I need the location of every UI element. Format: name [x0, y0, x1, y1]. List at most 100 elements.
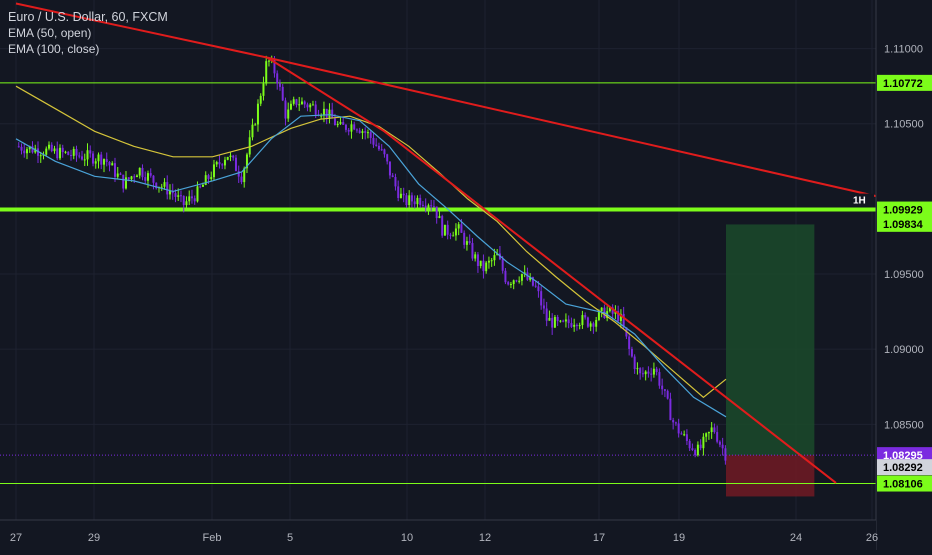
candle-bull [399, 193, 402, 198]
candle-bull [223, 159, 226, 166]
candle-bull [287, 109, 290, 119]
candle-bear [386, 154, 389, 162]
candle-bear [647, 371, 650, 374]
candle-bull [251, 124, 254, 138]
candle-bull [427, 205, 430, 208]
candle-bear [685, 434, 688, 441]
candle-bull [262, 83, 265, 96]
candle-bear [410, 195, 413, 202]
candle-bull [28, 146, 31, 150]
candle-bull [163, 182, 166, 187]
candle-bull [248, 137, 251, 155]
candle-bear [680, 433, 683, 435]
ema-100-legend[interactable]: EMA (100, close) [8, 42, 100, 56]
candle-bear [405, 195, 408, 206]
candle-bull [298, 104, 301, 106]
candle-bull [339, 122, 342, 124]
candle-bull [64, 151, 67, 153]
candle-bear [430, 205, 433, 207]
price-label-upper: 1.10772 [883, 78, 923, 90]
candle-bear [377, 145, 380, 150]
candle-bull [245, 154, 248, 169]
stop-zone [725, 455, 815, 497]
candle-bull [53, 148, 56, 152]
candle-bear [724, 448, 727, 461]
candle-bear [127, 177, 130, 180]
candle-bull [267, 60, 270, 62]
trendline-lower [266, 56, 837, 484]
candle-bear [149, 173, 152, 176]
candle-bear [353, 124, 356, 130]
candle-bear [380, 149, 383, 151]
candle-bull [512, 280, 515, 285]
candle-bear [534, 285, 537, 287]
candle-bull [130, 176, 133, 180]
candle-bear [207, 175, 210, 179]
ema-50-legend[interactable]: EMA (50, open) [8, 26, 92, 40]
candle-bear [633, 356, 636, 370]
candle-bull [474, 254, 477, 259]
candle-bear [435, 206, 438, 219]
candle-bear [141, 167, 144, 178]
x-tick-label: 12 [479, 532, 491, 544]
candle-bull [366, 132, 369, 134]
y-tick-label: 1.09500 [884, 269, 924, 281]
candle-bull [102, 159, 105, 165]
candle-bear [375, 144, 378, 146]
price-label-lower-bg [877, 475, 932, 492]
candle-bear [89, 150, 92, 154]
candle-bear [23, 150, 26, 154]
candle-bull [210, 177, 213, 179]
symbol-title[interactable]: Euro / U.S. Dollar, 60, FXCM [8, 10, 168, 24]
timeframe-tag: 1H [853, 196, 866, 207]
candle-bull [589, 323, 592, 327]
candle-bull [578, 325, 581, 327]
candle-bull [416, 197, 419, 205]
candle-bull [229, 155, 232, 157]
chart-legend: Euro / U.S. Dollar, 60, FXCM EMA (50, op… [8, 9, 168, 57]
ema-50-line [15, 114, 727, 418]
price-label-last-bg [877, 447, 932, 464]
candle-bear [611, 307, 614, 314]
y-tick-label: 1.10500 [884, 119, 924, 131]
candle-bull [652, 368, 655, 375]
candle-bull [350, 124, 353, 132]
price-label-entry: 1.09834 [883, 219, 924, 231]
candle-bull [138, 167, 141, 176]
candle-bear [122, 174, 125, 189]
price-label-entry-bg [877, 215, 932, 232]
candle-bear [592, 323, 595, 327]
x-tick-label: 26 [866, 532, 878, 544]
candle-bear [424, 205, 427, 208]
candle-bear [691, 448, 694, 450]
candle-bear [314, 104, 317, 115]
candle-bear [171, 190, 174, 194]
candle-bear [617, 311, 620, 322]
candle-bear [476, 254, 479, 266]
candle-bear [628, 336, 631, 349]
candle-bear [56, 148, 59, 159]
candle-bear [273, 60, 276, 74]
x-tick-label: 24 [790, 532, 802, 544]
candle-bear [391, 175, 394, 178]
candle-bear [342, 122, 345, 125]
candle-bull [479, 260, 482, 266]
price-label-upper-bg [877, 74, 932, 91]
candle-bear [471, 243, 474, 259]
candle-bull [72, 148, 75, 156]
candle-bull [490, 260, 493, 262]
candle-bull [58, 147, 61, 159]
candle-bear [182, 195, 185, 206]
candle-bull [111, 163, 114, 166]
candle-bear [240, 176, 243, 183]
candle-bull [705, 433, 708, 437]
x-tick-label: 29 [88, 532, 100, 544]
candle-bull [529, 277, 532, 280]
candle-bull [644, 371, 647, 375]
candle-bear [721, 444, 724, 449]
candle-bull [320, 115, 323, 117]
candle-bull [97, 154, 100, 162]
candle-bull [256, 103, 259, 125]
